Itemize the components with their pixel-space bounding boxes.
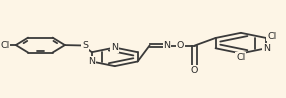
Text: Cl: Cl	[1, 41, 10, 50]
Text: N: N	[163, 41, 170, 50]
Text: Cl: Cl	[236, 53, 245, 62]
Text: N: N	[263, 44, 270, 53]
Text: Cl: Cl	[267, 32, 276, 41]
Text: N: N	[88, 57, 95, 66]
Text: N: N	[111, 43, 118, 52]
Text: O: O	[191, 66, 198, 75]
Text: S: S	[82, 41, 88, 50]
Text: O: O	[176, 41, 184, 50]
